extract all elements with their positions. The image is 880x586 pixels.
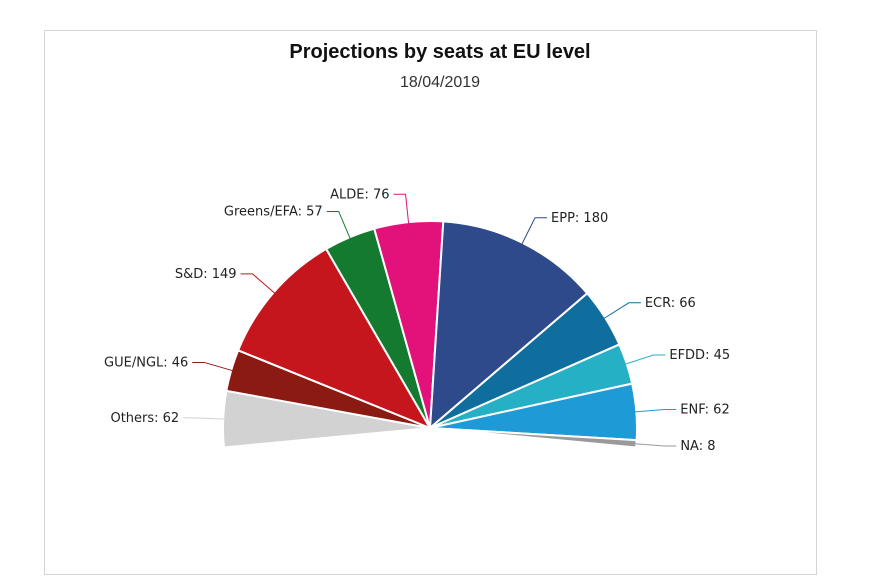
- data-label: Others: 62: [110, 411, 179, 426]
- connector-line: [603, 302, 641, 320]
- data-label: NA: 8: [680, 439, 715, 454]
- data-label: GUE/NGL: 46: [104, 355, 188, 370]
- data-label: ALDE: 76: [330, 187, 389, 202]
- connector-line: [393, 193, 410, 225]
- data-label: ENF: 62: [680, 403, 729, 418]
- connector-line: [183, 417, 226, 420]
- chart-subtitle: 18/04/2019: [399, 74, 481, 91]
- data-label: ECR: 66: [645, 296, 696, 311]
- chart-frame: [44, 30, 817, 575]
- connector-line: [240, 273, 276, 294]
- connector-line: [634, 443, 677, 447]
- data-label: S&D: 149: [175, 267, 237, 282]
- connector-line: [326, 210, 351, 240]
- chart-title: Projections by seats at EU level: [289, 41, 591, 63]
- connector-line: [521, 217, 548, 245]
- data-label: EFDD: 45: [669, 348, 730, 363]
- connector-line: [624, 354, 666, 365]
- data-label: EPP: 180: [551, 211, 608, 226]
- connector-line: [634, 409, 677, 413]
- data-label: Greens/EFA: 57: [224, 204, 323, 219]
- connector-line: [192, 361, 234, 372]
